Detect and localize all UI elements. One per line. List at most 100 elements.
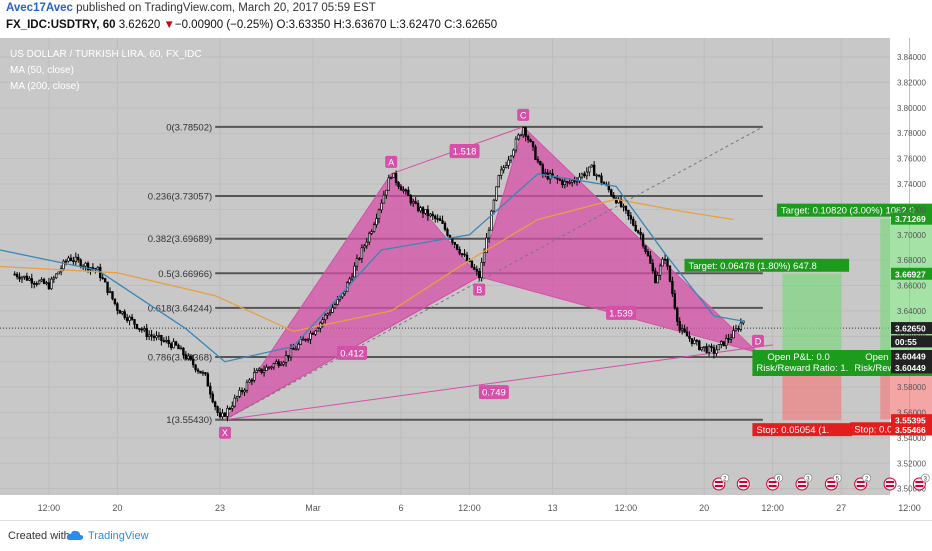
event-count-badge [803, 473, 813, 483]
y-tick-label: 3.54000 [897, 434, 926, 443]
candle-body [695, 339, 699, 342]
candle-body [35, 283, 38, 285]
candle-body [727, 338, 730, 340]
price-tag-label: 3.62650 [895, 324, 926, 334]
candle-body [473, 266, 476, 270]
fib-level-label: 0(3.78502) [166, 122, 212, 133]
candle-body [226, 407, 229, 417]
event-flag-stripe [797, 485, 806, 487]
candle-body [228, 407, 232, 410]
y-tick-label: 3.78000 [897, 129, 926, 138]
candle-body [624, 205, 628, 211]
candle-body [416, 202, 420, 212]
candle-body [632, 218, 635, 226]
economic-events[interactable]: 26352367 [712, 473, 932, 491]
dashed-trend-line [224, 126, 764, 421]
pnl-label: Open P&L: 0.0 [767, 352, 829, 363]
publish-info: published on TradingView.com, March 20, … [72, 2, 376, 14]
x-tick-label: 12:00 [458, 503, 481, 513]
candle-body [123, 311, 126, 319]
candle-body [299, 339, 302, 345]
fib-level-label: 0.382(3.69689) [148, 234, 212, 245]
candle-body [111, 291, 114, 300]
candle-body [385, 189, 388, 196]
candle-body [524, 127, 527, 137]
candle-body [614, 197, 618, 204]
candle-body [243, 389, 246, 393]
candle-body [671, 280, 674, 295]
candle-body [561, 180, 564, 186]
candle-body [292, 348, 295, 350]
author-link[interactable]: Avec17Avec [6, 2, 73, 14]
candle-body [23, 275, 26, 278]
footer-created: Created with [8, 530, 70, 542]
candle-body [328, 312, 332, 315]
candle-body [404, 189, 408, 192]
candle-body [355, 258, 359, 267]
y-tick-label: 3.84000 [897, 53, 926, 62]
event-flag-stripe [739, 485, 748, 487]
candle-body [363, 245, 366, 249]
candle-body [277, 361, 280, 366]
point-label: B [476, 285, 482, 295]
point-label: C [520, 110, 527, 120]
candle-body [57, 271, 60, 275]
candle-body [710, 345, 713, 348]
candle-body [125, 317, 129, 321]
grid-lines [0, 38, 911, 495]
event-count: 2 [865, 477, 869, 483]
candle-body [143, 328, 146, 331]
price-tag [891, 414, 932, 427]
event-count: 3 [924, 477, 928, 483]
candle-body [177, 344, 180, 350]
candle-body [390, 177, 393, 179]
candle-body [113, 298, 117, 305]
event-count: 2 [723, 477, 727, 483]
candle-body [482, 252, 486, 263]
candle-body [563, 181, 567, 186]
candle-body [441, 220, 444, 224]
legend-ma200: MA (200, close) [10, 81, 79, 92]
candle-body [201, 372, 205, 374]
candle-body [160, 334, 163, 341]
candle-body [133, 319, 136, 325]
y-tick-label: 3.72000 [897, 205, 926, 214]
candle-body [45, 282, 48, 284]
y-tick-label: 3.70000 [897, 231, 926, 240]
target-zone [782, 273, 842, 356]
candle-body [509, 155, 513, 161]
x-tick-label: 12:00 [898, 503, 921, 513]
candle-body [456, 244, 459, 250]
candle-body [233, 397, 236, 407]
footer-brand[interactable]: TradingView [88, 530, 149, 542]
candle-body [309, 332, 312, 340]
low-value: L:3.62470 [389, 19, 441, 31]
x-tick-label: 23 [215, 503, 225, 513]
candle-body [661, 258, 664, 267]
candle-body [575, 180, 579, 183]
candle-body [399, 186, 403, 191]
candle-body [62, 260, 65, 270]
price-chart[interactable]: 0(3.78502) 0.236(3.73057) 0.382(3.69689) 0.… [0, 38, 932, 520]
candle-body [321, 319, 324, 324]
candle-body [544, 172, 547, 175]
candle-body [40, 279, 43, 282]
candle-body [646, 251, 650, 257]
candle-body [216, 406, 219, 414]
x-tick-label: 20 [699, 503, 709, 513]
candle-body [108, 291, 112, 293]
candle-body [165, 339, 168, 342]
candle-body [451, 237, 454, 243]
x-tick-label: 12:00 [615, 503, 638, 513]
candle-body [377, 209, 381, 219]
candle-body [583, 173, 586, 177]
candle-body [465, 254, 469, 262]
candle-body [512, 149, 515, 157]
price-tag-label: 3.71269 [895, 214, 926, 224]
candle-body [323, 314, 327, 321]
candle-body [116, 303, 119, 311]
candle-body [152, 335, 156, 338]
candle-body [656, 274, 659, 284]
point-label: D [755, 336, 762, 346]
candle-body [69, 257, 73, 262]
